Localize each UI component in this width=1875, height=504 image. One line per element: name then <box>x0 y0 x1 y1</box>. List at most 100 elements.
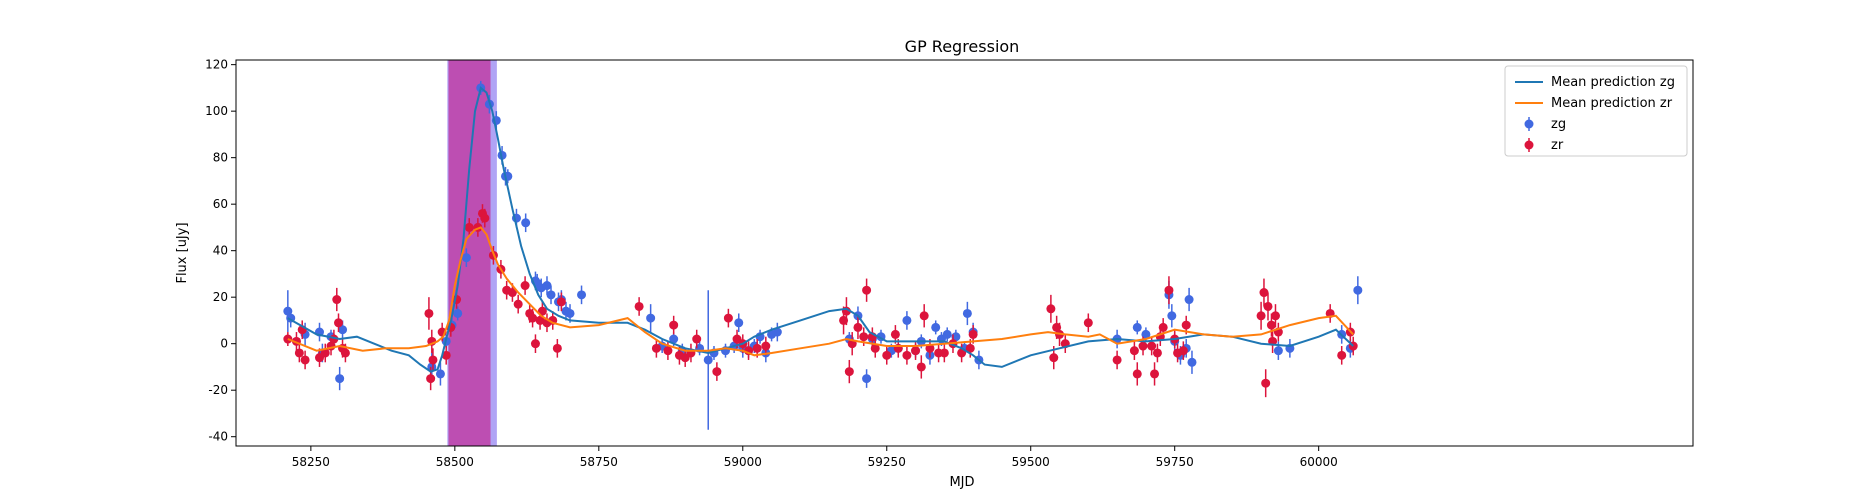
zr-point <box>1259 278 1269 307</box>
zr-point <box>1046 294 1056 323</box>
zr-point <box>882 346 892 365</box>
zr-point <box>513 294 523 314</box>
zr-point <box>1152 343 1162 363</box>
zr-point <box>723 308 733 328</box>
zr-point <box>692 329 702 349</box>
y-tick-label: 0 <box>220 337 228 351</box>
zr-point <box>1325 304 1335 323</box>
zg-errorbars <box>283 80 1363 430</box>
y-tick-label: 100 <box>205 104 228 118</box>
zg-point <box>931 320 941 335</box>
zg-point <box>577 285 587 305</box>
zr-point <box>1083 313 1093 333</box>
y-tick-label: -20 <box>208 383 228 397</box>
zr-point <box>1129 341 1139 360</box>
zr-point <box>1132 362 1142 386</box>
x-tick-label: 59000 <box>724 455 762 469</box>
zr-point <box>332 287 342 312</box>
zr-point <box>1337 346 1347 365</box>
mean-prediction-zg-line <box>287 86 1354 373</box>
zr-point <box>427 329 437 353</box>
zr-point <box>844 359 854 384</box>
zr-point <box>530 334 540 353</box>
x-axis-label: MJD <box>949 475 974 490</box>
y-tick-label: 60 <box>213 197 228 211</box>
legend-box <box>1504 65 1688 157</box>
zr-point <box>1112 350 1122 370</box>
zr-point <box>870 339 880 358</box>
zg-point <box>772 322 782 342</box>
x-tick-label: 58250 <box>292 455 330 469</box>
zr-point <box>424 297 434 330</box>
zr-point <box>1178 341 1188 360</box>
x-tick-label: 59500 <box>1012 455 1050 469</box>
zg-point <box>1285 339 1295 358</box>
x-tick-label: 58500 <box>436 455 474 469</box>
zg-point <box>1187 350 1197 374</box>
zg-point <box>1167 304 1177 328</box>
legend-label: zr <box>1551 138 1564 153</box>
shaded-region-zr <box>448 60 491 446</box>
mean-prediction-zr-line <box>287 226 1354 357</box>
zr-point <box>1263 292 1273 321</box>
zr-point <box>1256 301 1266 330</box>
y-axis-label: Flux [uJy] <box>175 222 190 283</box>
zg-point <box>862 369 872 388</box>
zr-point <box>853 315 863 340</box>
y-tick-label: 20 <box>213 290 228 304</box>
zr-point <box>1147 336 1157 356</box>
zg-point <box>435 362 445 386</box>
zr-point <box>464 218 474 237</box>
zr-point <box>651 339 661 358</box>
zr-point <box>1261 369 1271 398</box>
zg-point <box>1184 287 1194 312</box>
zr-point <box>428 348 438 372</box>
zg-point <box>646 304 656 333</box>
zr-point <box>919 304 929 328</box>
zr-point <box>520 276 530 295</box>
shaded-regions <box>447 60 497 446</box>
zr-point <box>320 343 330 363</box>
zr-point <box>761 336 771 356</box>
zr-point <box>669 315 679 335</box>
x-tick-label: 59750 <box>1156 455 1194 469</box>
zr-point <box>862 278 872 302</box>
zg-point <box>1132 320 1142 335</box>
legend-label: Mean prediction zr <box>1551 96 1673 111</box>
zg-point <box>461 248 471 267</box>
zr-point <box>300 350 310 370</box>
y-tick-label: 80 <box>213 151 228 165</box>
zr-point <box>556 292 566 312</box>
zr-errorbars <box>283 204 1358 398</box>
zg-point <box>902 311 912 330</box>
zg-point <box>546 285 556 305</box>
zr-point <box>441 346 451 365</box>
zg-point <box>335 366 345 391</box>
zg-point <box>1353 276 1363 305</box>
y-tick-label: -40 <box>208 430 228 444</box>
axes: 58250 58500 58750 59000 59250 59500 59750 60000… <box>205 58 1694 469</box>
zr-point <box>916 355 926 379</box>
zg-point <box>962 301 972 326</box>
zg-point <box>734 313 744 333</box>
zg-point <box>721 343 731 358</box>
zr-point <box>1270 304 1280 328</box>
zg-point <box>315 322 325 342</box>
legend-item: zr <box>1524 138 1564 153</box>
zg-point <box>453 306 463 321</box>
zg-point <box>542 276 552 295</box>
legend-item: zg <box>1524 117 1566 132</box>
zr-point <box>480 208 490 228</box>
legend-item: Mean prediction zr <box>1515 96 1673 111</box>
zr-point <box>528 308 538 328</box>
zr-point <box>1164 276 1174 305</box>
x-tick-label: 58750 <box>580 455 618 469</box>
zr-point <box>712 362 722 381</box>
zg-point <box>942 327 952 342</box>
legend: Mean prediction zg Mean prediction zr zg zr <box>1504 65 1688 157</box>
prediction-lines <box>287 86 1354 373</box>
zr-point <box>294 343 304 363</box>
legend-label: zg <box>1551 117 1566 132</box>
y-tick-label: 120 <box>205 58 228 72</box>
